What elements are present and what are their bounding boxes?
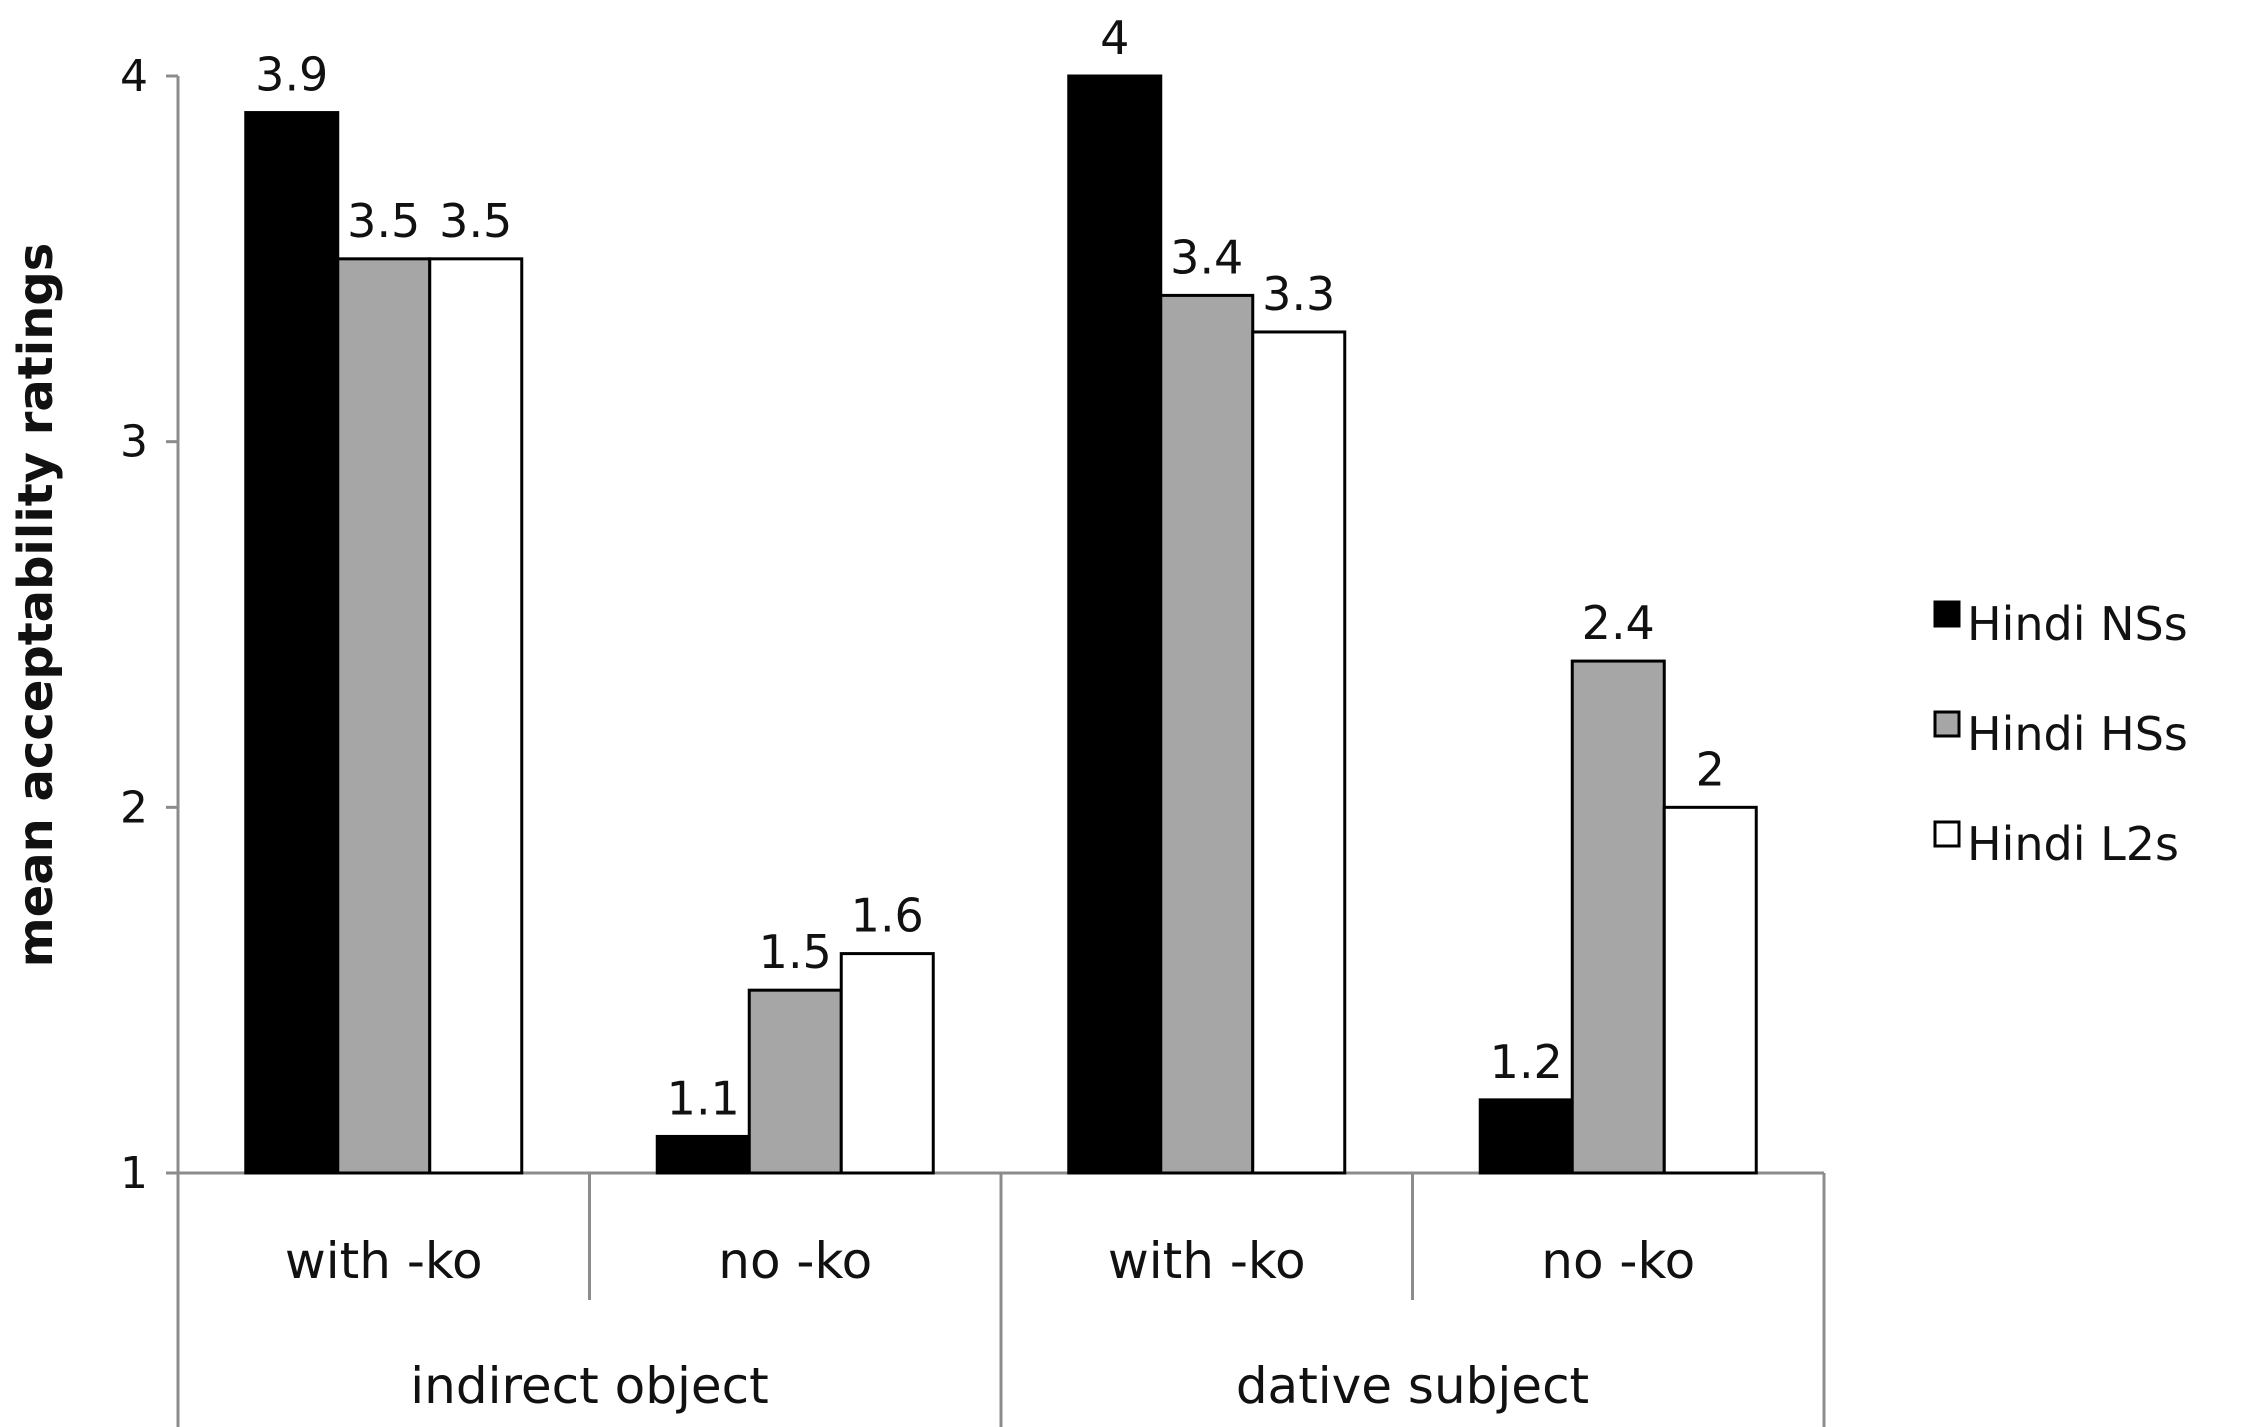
y-tick-label: 1 bbox=[120, 1148, 148, 1199]
y-axis-title: mean acceptability ratings bbox=[8, 243, 64, 968]
data-label: 1.1 bbox=[667, 1071, 740, 1125]
category-label: no -ko bbox=[1541, 1232, 1695, 1290]
value-labels: 3.9 3.5 3.5 1.1 1.5 1.6 4 3.4 3.3 1.2 2.4 2 bbox=[255, 11, 1725, 1125]
y-tick-label: 3 bbox=[120, 417, 148, 468]
bar-hindi-l2s bbox=[428, 257, 524, 1175]
legend-swatch-hindi-hss bbox=[1933, 710, 1961, 738]
data-label: 3.5 bbox=[347, 194, 420, 248]
legend-swatch-hindi-l2s bbox=[1933, 820, 1961, 848]
data-label: 3.9 bbox=[255, 48, 328, 102]
category-label: no -ko bbox=[718, 1232, 872, 1290]
legend-label: Hindi HSs bbox=[1967, 707, 2188, 761]
data-label: 3.4 bbox=[1170, 230, 1243, 284]
axes: 1 2 3 4 bbox=[120, 51, 1826, 1427]
data-label: 3.5 bbox=[439, 194, 512, 248]
group-label: indirect object bbox=[410, 1357, 769, 1415]
legend-swatch-hindi-nss bbox=[1933, 600, 1961, 628]
data-label: 2.4 bbox=[1582, 596, 1655, 650]
category-label: with -ko bbox=[1108, 1232, 1306, 1290]
bar-hindi-nss bbox=[655, 1134, 751, 1175]
bar-hindi-hss bbox=[747, 988, 843, 1175]
bar-hindi-hss bbox=[1159, 293, 1255, 1175]
data-label: 2 bbox=[1696, 742, 1725, 796]
data-label: 1.5 bbox=[759, 925, 832, 979]
bar-hindi-nss bbox=[1067, 74, 1163, 1175]
legend-label: Hindi L2s bbox=[1967, 817, 2179, 871]
bar-hindi-nss bbox=[1478, 1098, 1574, 1175]
legend: Hindi NSs Hindi HSs Hindi L2s bbox=[1933, 597, 2188, 871]
y-tick-label: 2 bbox=[120, 782, 148, 833]
group-label: dative subject bbox=[1236, 1357, 1589, 1415]
data-label: 1.2 bbox=[1490, 1035, 1563, 1089]
data-label: 4 bbox=[1100, 11, 1129, 65]
bar-hindi-nss bbox=[244, 111, 340, 1175]
data-label: 3.3 bbox=[1262, 267, 1335, 321]
bar-hindi-hss bbox=[336, 257, 432, 1175]
bar-hindi-hss bbox=[1570, 659, 1666, 1175]
bar-hindi-l2s bbox=[839, 952, 935, 1175]
legend-label: Hindi NSs bbox=[1967, 597, 2188, 651]
bar-hindi-l2s bbox=[1251, 330, 1347, 1175]
data-label: 1.6 bbox=[851, 889, 924, 943]
y-tick-label: 4 bbox=[120, 51, 148, 102]
category-label: with -ko bbox=[285, 1232, 483, 1290]
bar-hindi-l2s bbox=[1662, 805, 1758, 1175]
bars bbox=[244, 74, 1758, 1175]
category-labels: with -ko no -ko with -ko no -ko indirect obj… bbox=[285, 1232, 1695, 1415]
